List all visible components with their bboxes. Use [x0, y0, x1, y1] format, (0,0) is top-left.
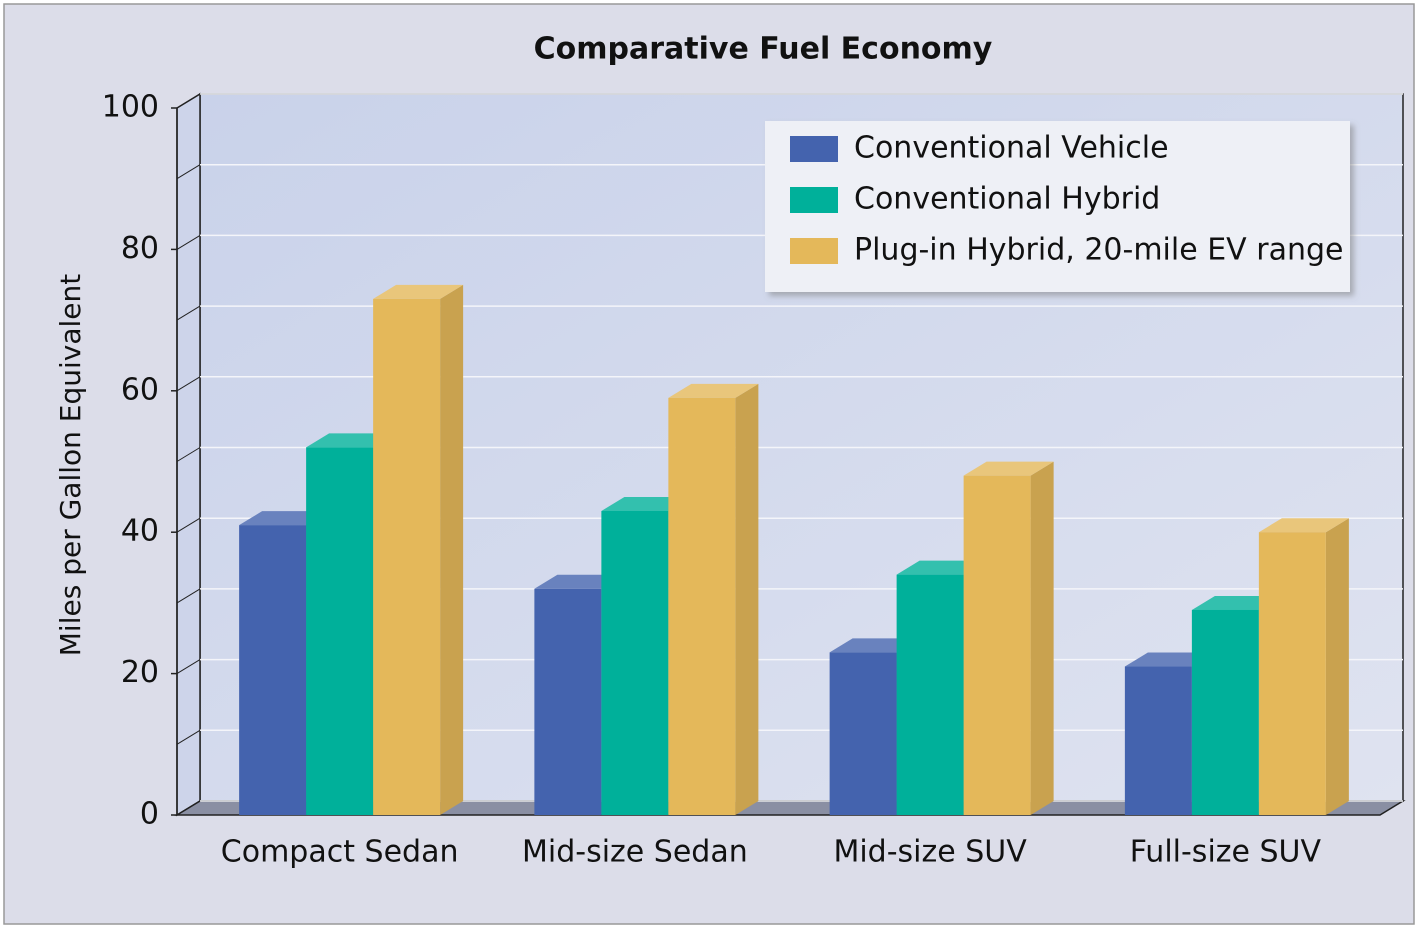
bar — [373, 284, 464, 815]
grid-line — [176, 93, 201, 109]
chart-title: Comparative Fuel Economy — [534, 32, 993, 67]
grid-line — [176, 659, 201, 675]
bar-front — [1124, 666, 1192, 815]
bar-top — [1258, 518, 1349, 533]
bar-front — [534, 588, 602, 815]
bar — [1258, 518, 1349, 815]
legend-box — [765, 121, 1350, 292]
grid-line — [176, 376, 201, 392]
bar-side — [440, 284, 464, 815]
bar-front — [1191, 609, 1259, 815]
legend-label: Plug-in Hybrid, 20-mile EV range — [854, 233, 1343, 268]
bar-front — [601, 510, 669, 815]
legend-swatch — [790, 187, 838, 213]
legend-swatch — [790, 136, 838, 162]
y-tick-label: 100 — [102, 90, 159, 125]
y-tick-label: 0 — [140, 797, 159, 832]
y-tick-label: 20 — [121, 655, 159, 690]
y-tick-label: 60 — [121, 372, 159, 407]
grid-line — [176, 164, 201, 180]
x-tick-label: Full-size SUV — [1130, 835, 1322, 870]
legend-label: Conventional Vehicle — [854, 131, 1169, 166]
bar-top — [963, 461, 1054, 476]
bar-front — [829, 652, 897, 815]
grid-line — [176, 800, 201, 816]
legend-label: Conventional Hybrid — [854, 182, 1160, 217]
bar-side — [735, 383, 759, 815]
bar-front — [963, 475, 1031, 815]
y-tick-label: 80 — [121, 231, 159, 266]
grid-line — [176, 447, 201, 462]
bar-front — [896, 574, 964, 815]
bar — [963, 461, 1054, 815]
bar-top — [668, 383, 759, 398]
bar-front — [668, 397, 736, 815]
bar-front — [306, 447, 374, 815]
y-tick-label: 40 — [121, 514, 159, 549]
grid-line — [176, 517, 201, 533]
grid-line — [176, 729, 201, 745]
bar-front — [239, 525, 307, 815]
bar — [668, 383, 759, 815]
grid-line — [176, 588, 201, 604]
bar-side — [1325, 518, 1349, 815]
legend: Conventional Vehicle Conventional Hybrid P… — [765, 121, 1350, 292]
bar-front — [1258, 532, 1326, 815]
x-tick-label: Mid-size Sedan — [522, 835, 748, 870]
grid-line — [176, 234, 201, 250]
legend-swatch — [790, 238, 838, 264]
x-tick-label: Mid-size SUV — [833, 835, 1027, 870]
y-axis-label: Miles per Gallon Equivalent — [54, 274, 87, 657]
bar-top — [373, 284, 464, 299]
x-tick-label: Compact Sedan — [221, 835, 459, 870]
bar-side — [1030, 461, 1054, 815]
bar-front — [373, 298, 441, 815]
grid-line — [176, 305, 201, 321]
